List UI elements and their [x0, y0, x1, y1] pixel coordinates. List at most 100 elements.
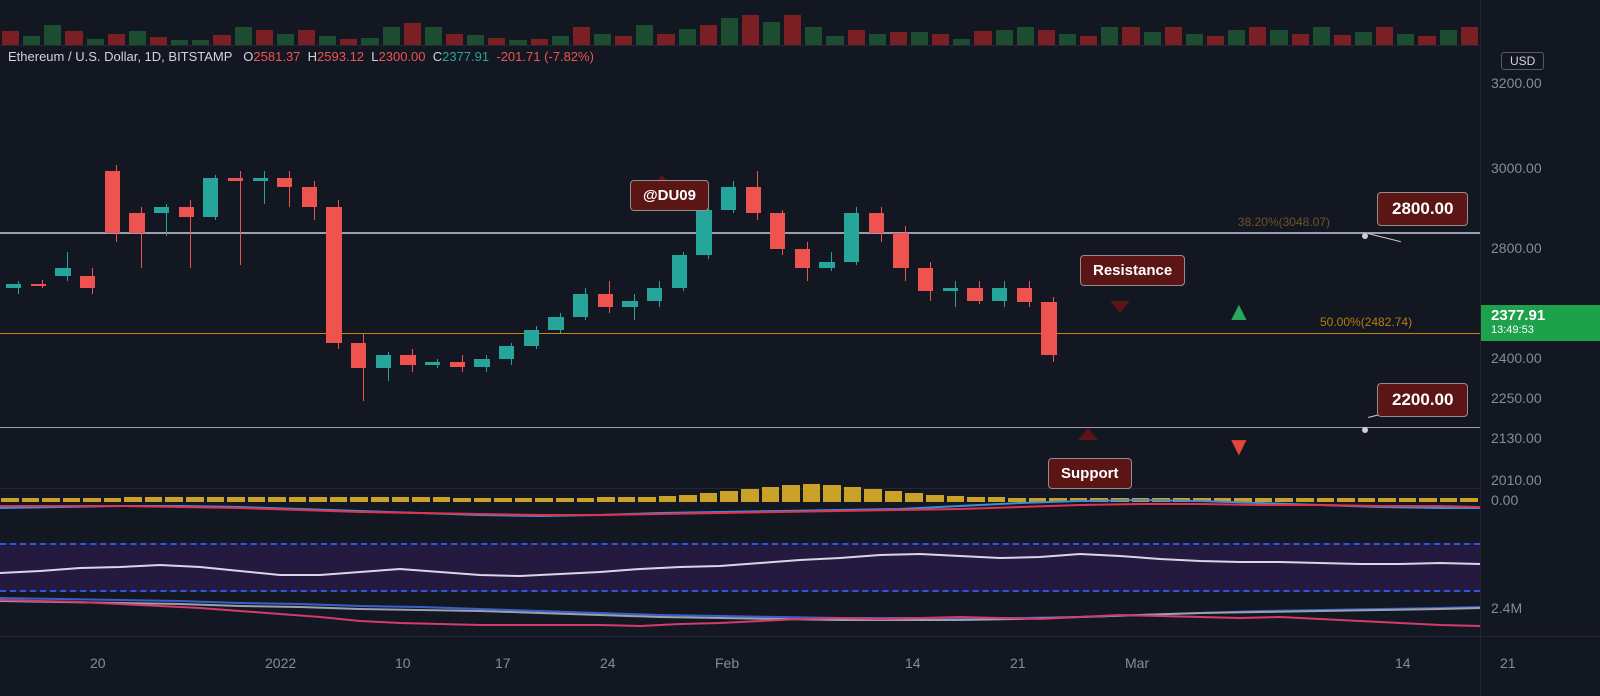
candle-body[interactable] [154, 207, 169, 213]
time-axis-label-20[interactable]: 20 [90, 655, 106, 671]
time-axis-label-14[interactable]: 14 [1395, 655, 1411, 671]
top-bar-segment [763, 22, 780, 45]
candle-body[interactable] [302, 187, 317, 206]
candle-body[interactable] [326, 207, 341, 343]
candle-body[interactable] [819, 262, 834, 268]
top-bar-segment [594, 34, 611, 45]
time-axis-label-2022[interactable]: 2022 [265, 655, 296, 671]
time-axis-label-17[interactable]: 17 [495, 655, 511, 671]
current-price-badge[interactable]: 2377.91 13:49:53 [1481, 305, 1600, 341]
top-bar-segment [44, 25, 61, 45]
time-axis-label-14[interactable]: 14 [905, 655, 921, 671]
candle-body[interactable] [770, 213, 785, 249]
time-axis-label-10[interactable]: 10 [395, 655, 411, 671]
time-axis-label-feb[interactable]: Feb [715, 655, 739, 671]
resistance-callout[interactable]: Resistance [1080, 255, 1185, 286]
candle-wick[interactable] [240, 171, 241, 265]
time-axis-label-mar[interactable]: Mar [1125, 655, 1149, 671]
macd-panel[interactable] [0, 488, 1480, 544]
fib-382-line [0, 233, 1480, 234]
top-bar-segment [996, 30, 1013, 45]
candle-body[interactable] [795, 249, 810, 268]
time-axis-label-24[interactable]: 24 [600, 655, 616, 671]
top-bar-segment [1440, 30, 1457, 45]
panel2-tick: 0.00 [1491, 492, 1518, 508]
candle-body[interactable] [844, 213, 859, 261]
candle-wick[interactable] [18, 281, 19, 294]
candle-body[interactable] [696, 210, 711, 255]
top-bar-segment [700, 25, 717, 45]
price-tick-2: 2800.00 [1491, 240, 1542, 256]
candle-body[interactable] [129, 213, 144, 232]
candle-body[interactable] [179, 207, 194, 217]
candle-body[interactable] [893, 233, 908, 269]
candle-body[interactable] [1041, 302, 1056, 355]
top-bar-segment [784, 15, 801, 45]
candle-body[interactable] [622, 301, 637, 307]
candle-body[interactable] [228, 178, 243, 181]
candle-body[interactable] [376, 355, 391, 368]
top-bar-segment [404, 23, 421, 45]
candle-body[interactable] [746, 187, 761, 213]
candle-body[interactable] [277, 178, 292, 188]
price-tick-0: 3200.00 [1491, 75, 1542, 91]
time-axis[interactable]: 20 2022 10 17 24 Feb 14 21 Mar 14 21 [0, 636, 1600, 696]
price-tick-6: 2130.00 [1491, 430, 1542, 446]
candle-body[interactable] [548, 317, 563, 330]
candle-wick[interactable] [67, 252, 68, 281]
candle-body[interactable] [6, 284, 21, 287]
support-line[interactable] [0, 427, 1480, 428]
arrow-up-icon[interactable]: ▲ [1226, 298, 1252, 324]
top-bar-segment [361, 38, 378, 45]
candle-body[interactable] [425, 362, 440, 365]
top-bar-segment [636, 25, 653, 45]
candle-body[interactable] [351, 343, 366, 369]
resistance-price-tag[interactable]: 2800.00 [1377, 192, 1468, 226]
candle-wick[interactable] [264, 171, 265, 203]
candle-body[interactable] [573, 294, 588, 317]
top-bar-segment [108, 34, 125, 45]
candle-body[interactable] [869, 213, 884, 232]
top-bar-segment [890, 32, 907, 45]
candle-body[interactable] [55, 268, 70, 276]
candle-body[interactable] [967, 288, 982, 301]
candle-body[interactable] [943, 288, 958, 291]
top-bar-segment [467, 35, 484, 45]
candle-body[interactable] [598, 294, 613, 307]
top-bar-segment [1122, 27, 1139, 45]
support-callout[interactable]: Support [1048, 458, 1132, 489]
currency-pill: USD [1501, 52, 1544, 70]
candle-body[interactable] [918, 268, 933, 291]
top-bar-segment [1228, 30, 1245, 45]
candlestick-panel[interactable]: Ethereum / U.S. Dollar, 1D, BITSTAMP O25… [0, 45, 1480, 489]
username-callout[interactable]: @DU09 [630, 180, 709, 211]
price-axis[interactable]: USD 3200.00 3000.00 2800.00 2600.00 2377… [1480, 0, 1600, 696]
candle-body[interactable] [672, 255, 687, 287]
candle-body[interactable] [1017, 288, 1032, 303]
candle-body[interactable] [524, 330, 539, 346]
candle-body[interactable] [474, 359, 489, 367]
candle-body[interactable] [450, 362, 465, 367]
band-indicator-panel[interactable] [0, 543, 1480, 592]
candle-body[interactable] [253, 178, 268, 181]
top-bar-segment [129, 31, 146, 45]
arrow-down-icon[interactable]: ▼ [1226, 433, 1252, 459]
resistance-line[interactable] [0, 232, 1480, 233]
candle-body[interactable] [203, 178, 218, 217]
candle-wick[interactable] [289, 171, 290, 207]
candle-body[interactable] [31, 284, 46, 286]
support-price-tag[interactable]: 2200.00 [1377, 383, 1468, 417]
candle-body[interactable] [647, 288, 662, 301]
candle-body[interactable] [499, 346, 514, 359]
candle-body[interactable] [105, 171, 120, 232]
time-axis-label-21[interactable]: 21 [1010, 655, 1026, 671]
candle-body[interactable] [80, 276, 95, 287]
candle-wick[interactable] [634, 294, 635, 320]
candle-body[interactable] [400, 355, 415, 365]
top-bar-segment [1165, 27, 1182, 45]
top-bar-segment [848, 30, 865, 45]
candle-body[interactable] [721, 187, 736, 210]
moving-average-panel[interactable] [0, 588, 1480, 637]
candle-wick[interactable] [955, 281, 956, 307]
candle-body[interactable] [992, 288, 1007, 301]
